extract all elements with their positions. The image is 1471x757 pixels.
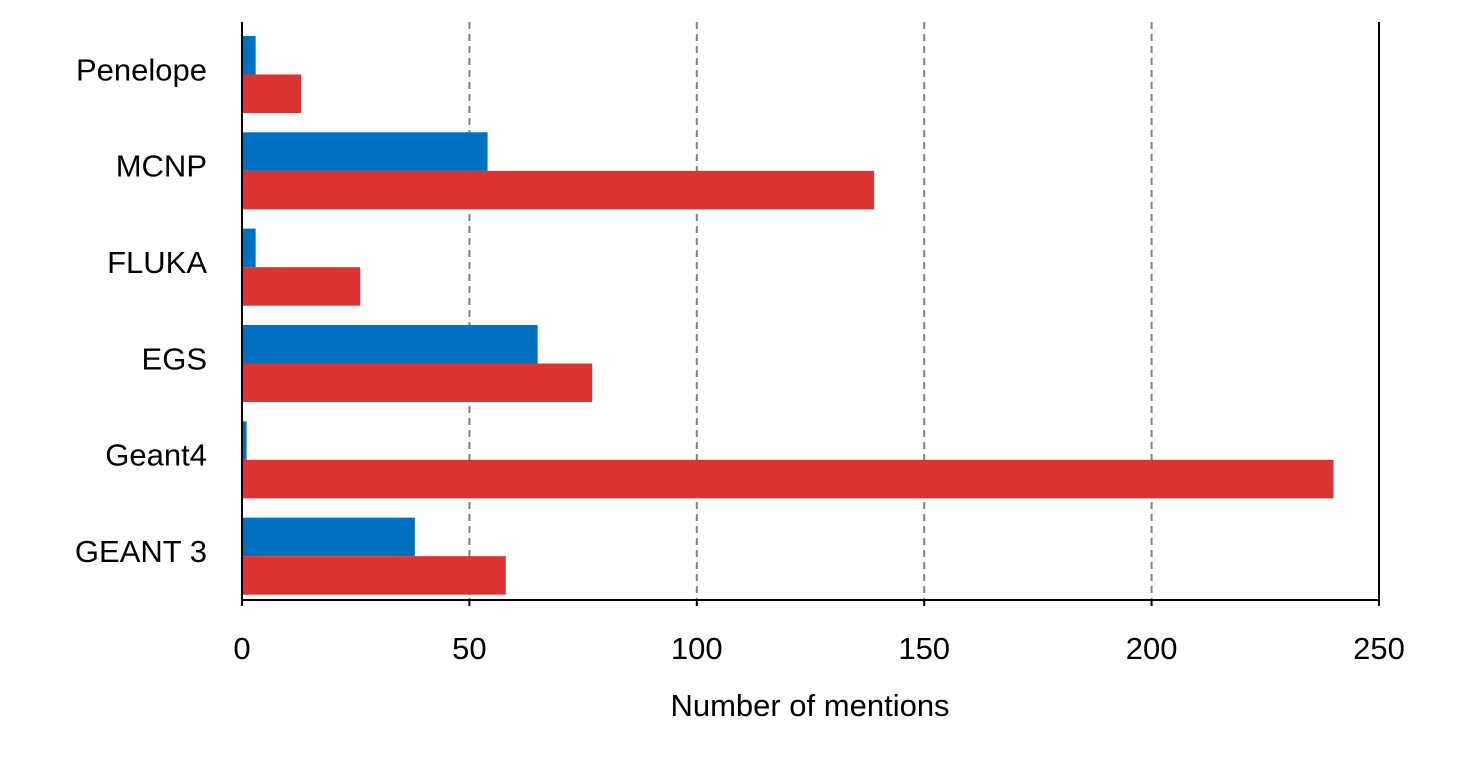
x-axis-label: Number of mentions	[670, 688, 949, 723]
y-tick-label: Penelope	[76, 52, 207, 87]
bar	[242, 556, 506, 595]
y-tick-label: EGS	[142, 341, 207, 376]
x-tick-label: 200	[1126, 631, 1178, 666]
y-tick-label: Geant4	[105, 438, 207, 473]
bar	[242, 421, 247, 460]
y-tick-label: MCNP	[116, 149, 207, 184]
bar	[242, 35, 256, 75]
x-tick-label: 150	[898, 631, 950, 666]
bar	[242, 459, 1334, 499]
bar	[242, 517, 415, 557]
bar	[242, 170, 875, 210]
bar	[242, 267, 361, 306]
bar	[242, 363, 593, 403]
x-tick-label: 0	[233, 631, 250, 666]
bar	[242, 228, 256, 268]
x-tick-label: 50	[452, 631, 486, 666]
bar	[242, 132, 488, 171]
bar	[242, 324, 538, 364]
y-tick-label: GEANT 3	[75, 534, 207, 569]
y-tick-label: FLUKA	[107, 245, 207, 280]
x-tick-label: 250	[1353, 631, 1405, 666]
bar	[242, 74, 302, 114]
x-tick-label: 100	[671, 631, 723, 666]
